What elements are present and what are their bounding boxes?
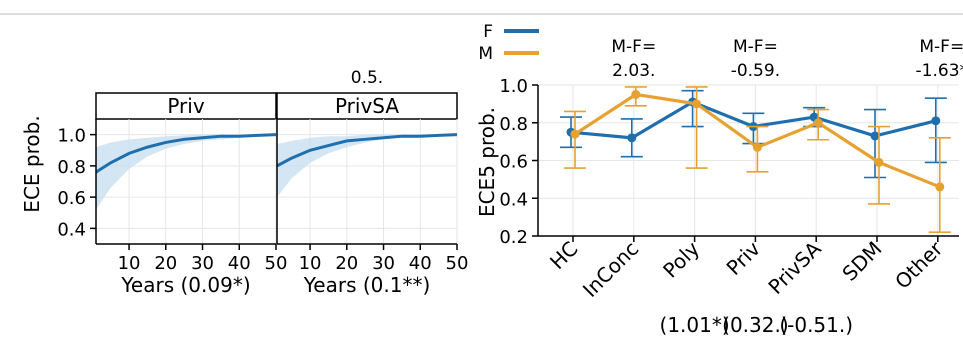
x-tick-label: InConc: [578, 237, 643, 302]
legend-label-f: F: [483, 22, 493, 42]
x-tick-label: 10: [299, 253, 322, 274]
bottom-annotation: (-0.51.): [779, 313, 853, 337]
left-faceted-chart: ECE prob. 0.5. Priv 0.4 0.6 0.8 1.0 10 20 30 40 5…: [20, 68, 468, 297]
y-tick-label: 0.6: [499, 152, 528, 173]
y-tick-label: 0.6: [57, 188, 86, 209]
facet-privsa: PrivSA 10 20 30 40 50 Years (0.1**): [276, 92, 469, 297]
y-tick-label: 0.8: [57, 157, 86, 178]
bottom-annotation: (0.32.): [722, 313, 789, 337]
x-axis-label: Years (0.1**): [303, 273, 431, 297]
y-tick-label: 0.4: [57, 219, 86, 240]
facet-strip-label: PrivSA: [335, 94, 399, 118]
data-point: [931, 116, 941, 126]
right-y-axis-label: ECE5 prob.: [475, 107, 499, 217]
mf-annotation-line2: -1.63*: [916, 61, 963, 81]
x-tick-label: 20: [335, 253, 358, 274]
x-tick-label: 50: [265, 253, 288, 274]
mf-annotation-line1: M-F=: [733, 37, 778, 57]
x-tick-label: 50: [446, 253, 469, 274]
data-point: [692, 99, 702, 109]
x-tick-label: Poly: [658, 236, 704, 282]
facet-strip: [95, 92, 277, 120]
y-tick-label: 0.4: [499, 189, 528, 210]
left-y-axis-label: ECE prob.: [20, 115, 44, 212]
mf-annotation-line2: 2.03.: [612, 61, 655, 81]
right-series-group: [560, 86, 951, 234]
x-axis-label: Years (0.09*): [120, 273, 250, 297]
legend-label-m: M: [478, 44, 493, 64]
data-point: [874, 157, 884, 167]
x-tick-label: PrivSA: [763, 236, 826, 299]
legend: F M: [478, 22, 539, 64]
mf-annotation-line2: -0.59.: [731, 61, 780, 81]
data-point: [935, 182, 945, 192]
data-point: [870, 131, 880, 141]
series-f: [560, 89, 947, 179]
x-tick-label: 40: [228, 253, 251, 274]
series-m: [564, 86, 951, 234]
y-tick-label: 0.2: [499, 227, 528, 248]
data-point: [570, 129, 580, 139]
x-tick-label: 30: [372, 253, 395, 274]
facet-note-privsa: 0.5.: [351, 68, 383, 88]
data-point: [752, 142, 762, 152]
mf-annotation-line1: M-F=: [611, 37, 656, 57]
fitted-curve: [95, 133, 277, 174]
x-tick-label: Other: [890, 236, 948, 294]
y-tick-label: 0.8: [499, 114, 528, 135]
fitted-curve: [276, 133, 458, 168]
x-tick-label: HC: [545, 237, 582, 274]
y-tick-label: 1.0: [499, 76, 528, 97]
right-annotations: M-F= 2.03. M-F= -0.59. M-F= -1.63* (1.01*)(0.3…: [611, 37, 963, 337]
facet-strip: [276, 92, 458, 120]
data-point: [813, 118, 823, 128]
mf-annotation-line1: M-F=: [919, 37, 963, 57]
x-tick-label: Priv: [722, 236, 765, 279]
data-point: [631, 89, 641, 99]
confidence-band: [96, 134, 276, 210]
data-point: [627, 133, 637, 143]
right-grid: [538, 84, 959, 237]
y-tick-label: 1.0: [57, 126, 86, 147]
x-tick-label: 20: [154, 253, 177, 274]
confidence-band: [277, 134, 457, 198]
x-tick-label: 30: [191, 253, 214, 274]
x-tick-label: SDM: [837, 237, 886, 286]
facet-strip-label: Priv: [167, 94, 204, 118]
facet-priv: Priv 0.4 0.6 0.8 1.0 10 20 30 40 50 Years (0.09*): [57, 92, 288, 297]
x-tick-label: 40: [409, 253, 432, 274]
x-tick-label: 10: [118, 253, 141, 274]
bottom-annotation: (1.01*): [660, 313, 730, 337]
